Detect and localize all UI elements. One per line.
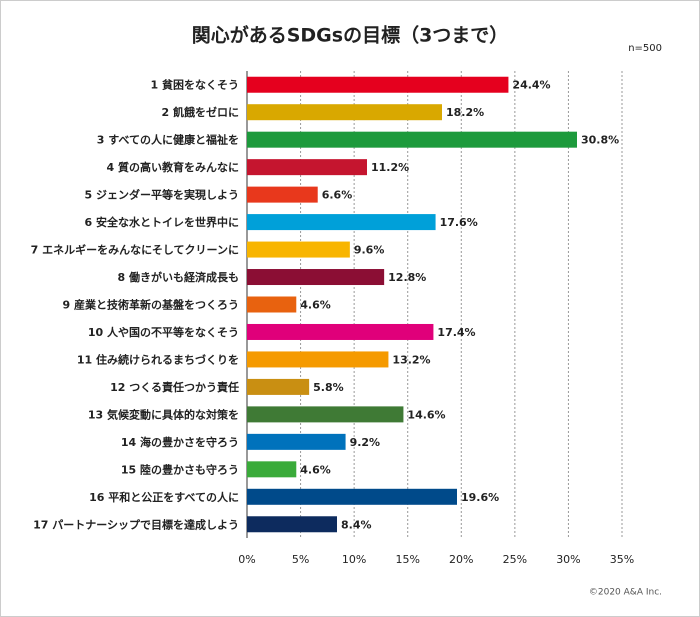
x-tick-label: 15% bbox=[395, 553, 419, 566]
x-tick-label: 30% bbox=[556, 553, 580, 566]
value-label: 17.6% bbox=[440, 216, 478, 229]
bar bbox=[247, 378, 310, 395]
bar bbox=[247, 214, 436, 231]
value-label: 8.4% bbox=[341, 518, 372, 531]
bar bbox=[247, 76, 509, 93]
bar bbox=[247, 323, 434, 340]
x-tick-label: 35% bbox=[610, 553, 634, 566]
value-label: 14.6% bbox=[407, 408, 445, 421]
y-tick-label: 14 海の豊かさを守ろう bbox=[121, 435, 239, 449]
y-tick-label: 10 人や国の不平等をなくそう bbox=[88, 325, 239, 339]
y-tick-label: 7 エネルギーをみんなにそしてクリーンに bbox=[31, 243, 239, 257]
x-tick-label: 5% bbox=[292, 553, 309, 566]
bar bbox=[247, 296, 297, 313]
value-label: 4.6% bbox=[300, 463, 331, 476]
bar bbox=[247, 131, 577, 148]
bar bbox=[247, 241, 350, 258]
y-tick-label: 12 つくる責任つかう責任 bbox=[110, 380, 239, 394]
y-tick-label: 9 産業と技術革新の基盤をつくろう bbox=[63, 298, 239, 312]
value-label: 5.8% bbox=[313, 381, 344, 394]
y-tick-label: 4 質の高い教育をみんなに bbox=[107, 160, 239, 174]
y-tick-label: 11 住み続けられるまちづくりを bbox=[77, 352, 239, 366]
bar bbox=[247, 488, 457, 505]
y-tick-label: 3 すべての人に健康と福祉を bbox=[97, 133, 239, 147]
y-tick-label: 16 平和と公正をすべての人に bbox=[89, 490, 239, 504]
value-label: 30.8% bbox=[581, 134, 619, 147]
footnote: ©2020 A&A Inc. bbox=[589, 588, 662, 598]
bar bbox=[247, 461, 297, 478]
y-tick-label: 2 飢餓をゼロに bbox=[162, 105, 239, 119]
bar bbox=[247, 104, 442, 121]
x-tick-label: 0% bbox=[238, 553, 255, 566]
value-label: 24.4% bbox=[512, 79, 550, 92]
x-tick-label: 20% bbox=[449, 553, 473, 566]
value-label: 18.2% bbox=[446, 106, 484, 119]
bar bbox=[247, 159, 367, 176]
bar bbox=[247, 516, 337, 533]
value-label: 12.8% bbox=[388, 271, 426, 284]
bar bbox=[247, 406, 404, 423]
bar bbox=[247, 269, 385, 286]
value-label: 9.6% bbox=[354, 244, 385, 257]
value-label: 17.4% bbox=[437, 326, 475, 339]
value-label: 19.6% bbox=[461, 491, 499, 504]
x-tick-label: 25% bbox=[503, 553, 527, 566]
sample-size: n=500 bbox=[628, 43, 662, 54]
y-tick-label: 17 パートナーシップで目標を達成しよう bbox=[33, 517, 239, 531]
y-tick-label: 5 ジェンダー平等を実現しよう bbox=[85, 188, 239, 202]
bar bbox=[247, 186, 318, 203]
value-label: 9.2% bbox=[350, 436, 381, 449]
y-tick-label: 15 陸の豊かさも守ろう bbox=[121, 462, 239, 476]
x-tick-label: 10% bbox=[342, 553, 366, 566]
value-label: 11.2% bbox=[371, 161, 409, 174]
y-tick-label: 8 働きがいも経済成長も bbox=[118, 270, 239, 284]
value-label: 4.6% bbox=[300, 299, 331, 312]
y-tick-label: 13 気候変動に具体的な対策を bbox=[88, 407, 239, 421]
chart-title: 関心があるSDGsの目標（3つまで） bbox=[192, 24, 509, 47]
bar bbox=[247, 433, 346, 450]
y-tick-label: 6 安全な水とトイレを世界中に bbox=[85, 215, 239, 229]
value-label: 6.6% bbox=[322, 189, 353, 202]
value-label: 13.2% bbox=[392, 353, 430, 366]
y-tick-label: 1 貧困をなくそう bbox=[151, 78, 239, 92]
bar bbox=[247, 351, 389, 368]
